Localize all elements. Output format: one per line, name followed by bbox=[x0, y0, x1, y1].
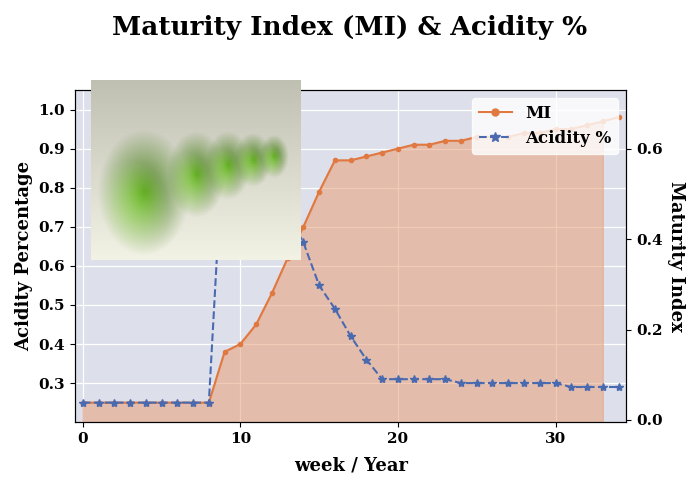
Text: Maturity Index (MI) & Acidity %: Maturity Index (MI) & Acidity % bbox=[113, 15, 587, 40]
Y-axis label: Maturity Index: Maturity Index bbox=[667, 180, 685, 332]
X-axis label: week / Year: week / Year bbox=[294, 457, 407, 475]
Legend: MI, Acidity %: MI, Acidity % bbox=[472, 98, 618, 154]
Y-axis label: Acidity Percentage: Acidity Percentage bbox=[15, 161, 33, 351]
